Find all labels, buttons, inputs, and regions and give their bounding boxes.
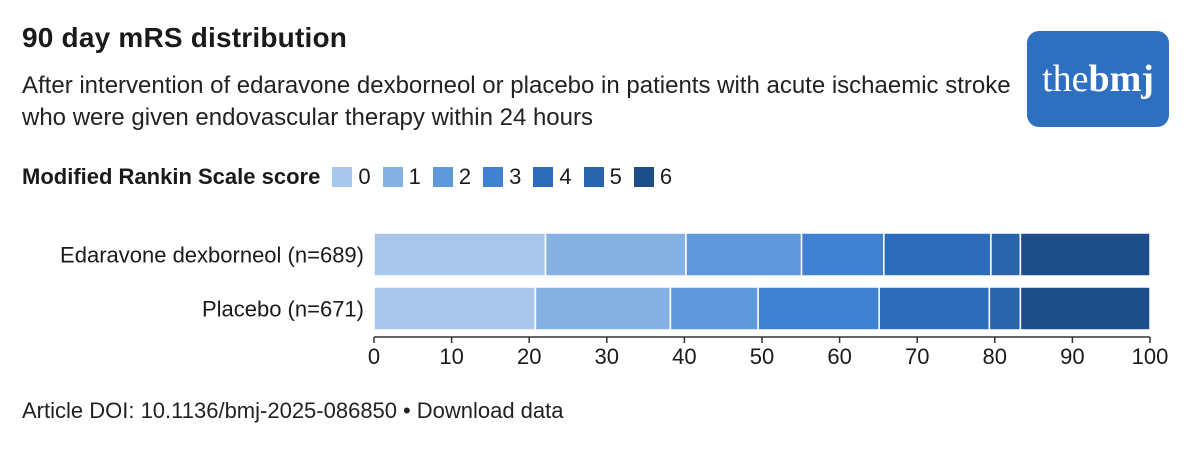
legend-swatch: [533, 167, 554, 187]
bar-segment-mrs-1: [534, 286, 672, 331]
legend-label: 3: [509, 164, 522, 189]
legend-label: 1: [408, 164, 421, 189]
bar-segment-mrs-3: [800, 232, 885, 277]
legend-item-6: 6: [633, 164, 673, 190]
bar-segment-mrs-4: [883, 232, 992, 277]
bar-segment-mrs-5: [988, 286, 1022, 331]
x-tick-label: 0: [368, 344, 380, 369]
x-tick-label: 40: [672, 344, 696, 369]
logo-text-light: the: [1042, 58, 1089, 100]
legend-title: Modified Rankin Scale score: [22, 164, 321, 189]
legend-label: 4: [559, 164, 572, 189]
bar-segment-mrs-2: [669, 286, 759, 331]
legend-label: 0: [358, 164, 371, 189]
x-tick-label: 70: [905, 344, 929, 369]
x-tick-label: 100: [1132, 344, 1169, 369]
bmj-logo[interactable]: thebmj: [1027, 31, 1169, 127]
legend-item-0: 0: [332, 164, 371, 190]
legend-items: 0 1 2 3 4 5 6: [332, 164, 684, 190]
bar-segment-mrs-6: [1019, 286, 1151, 331]
bar-segment-mrs-5: [990, 232, 1022, 277]
legend-item-3: 3: [483, 164, 521, 190]
x-tick-label: 50: [750, 344, 774, 369]
legend-item-5: 5: [583, 164, 622, 190]
legend-item-1: 1: [382, 164, 421, 190]
category-label: Placebo (n=671): [202, 297, 364, 322]
legend-swatch: [483, 167, 504, 187]
x-tick-label: 80: [983, 344, 1007, 369]
legend-item-4: 4: [533, 164, 572, 190]
x-tick-label: 60: [827, 344, 851, 369]
download-data-link[interactable]: Download data: [416, 398, 564, 423]
legend-swatch: [633, 167, 654, 187]
bar-segment-mrs-4: [878, 286, 991, 331]
bar-segment-mrs-1: [544, 232, 687, 277]
legend-label: 6: [659, 164, 673, 189]
legend-swatch: [382, 167, 403, 187]
x-tick-label: 10: [439, 344, 463, 369]
footer-separator: •: [403, 398, 411, 423]
category-label: Edaravone dexborneol (n=689): [60, 243, 364, 268]
chart-subtitle: After intervention of edaravone dexborne…: [22, 72, 1011, 131]
legend-item-2: 2: [432, 164, 472, 190]
legend-label: 5: [609, 164, 622, 189]
legend-swatch: [332, 167, 353, 187]
bar-segment-mrs-6: [1019, 232, 1151, 277]
bar-segment-mrs-0: [373, 286, 537, 331]
bar-segment-mrs-3: [757, 286, 880, 331]
x-tick-label: 90: [1060, 344, 1084, 369]
article-doi: Article DOI: 10.1136/bmj-2025-086850: [22, 398, 398, 423]
bar-segment-mrs-2: [685, 232, 803, 277]
legend-swatch: [432, 167, 453, 187]
bar-segment-mrs-0: [373, 232, 547, 277]
chart-title: 90 day mRS distribution: [22, 22, 348, 53]
x-tick-label: 30: [595, 344, 619, 369]
footer: Article DOI: 10.1136/bmj-2025-086850 • Dow…: [22, 398, 564, 424]
x-tick-label: 20: [517, 344, 541, 369]
legend-label: 2: [458, 164, 472, 189]
logo-text-bold: bmj: [1088, 58, 1154, 100]
legend: Modified Rankin Scale score 0 1 2 3 4 5 6: [22, 162, 684, 192]
legend-swatch: [583, 167, 604, 187]
bmj-logo-text: thebmj: [1042, 57, 1154, 101]
